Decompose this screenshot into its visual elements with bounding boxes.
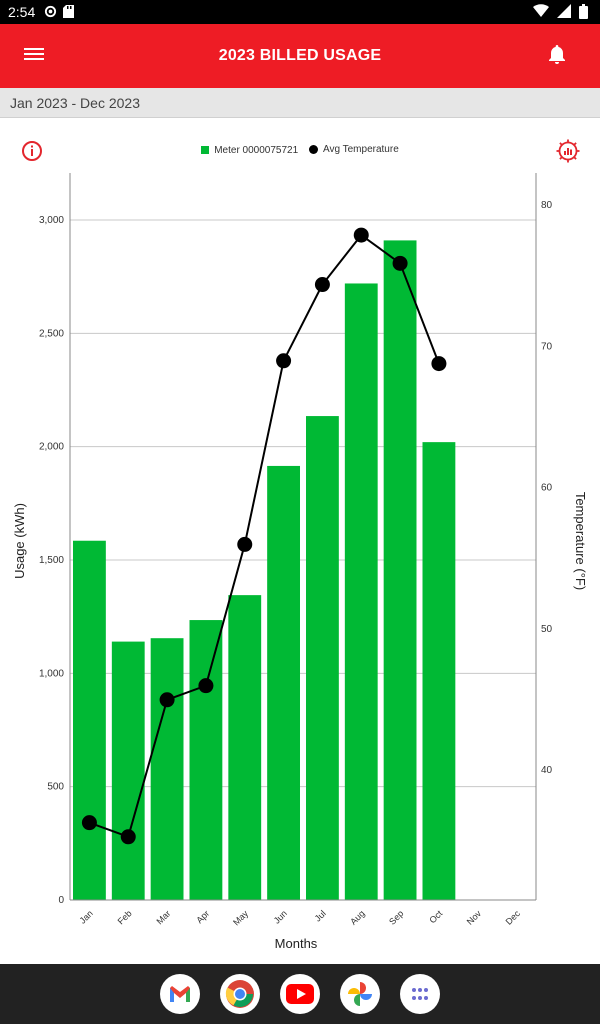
date-range-bar[interactable]: Jan 2023 - Dec 2023 (0, 88, 600, 118)
x-tick-label: Jun (272, 908, 289, 925)
y2-tick-label: 70 (541, 341, 553, 352)
x-tick-label: Aug (348, 908, 366, 926)
app-drawer-icon (412, 988, 428, 1000)
bar-aug (344, 283, 378, 900)
photos-icon (348, 982, 372, 1006)
bar-may (228, 595, 262, 900)
sd-card-icon (63, 5, 74, 18)
status-notification-icons (44, 5, 74, 18)
chart-gear-icon (556, 139, 580, 163)
youtube-icon (286, 984, 314, 1004)
app-dock (0, 964, 600, 1024)
y-axis-title: Usage (kWh) (12, 503, 27, 579)
bar-jul (306, 416, 339, 900)
app-bar: 2023 BILLED USAGE (0, 24, 600, 88)
settings-notification-icon (44, 5, 57, 18)
wifi-icon (533, 4, 549, 18)
temperature-point-aug (353, 227, 369, 243)
notifications-button[interactable] (548, 44, 570, 68)
x-tick-label: May (231, 908, 250, 927)
temperature-point-feb (120, 829, 136, 845)
x-tick-label: Apr (194, 908, 211, 925)
x-tick-label: Nov (465, 908, 484, 927)
y2-tick-label: 60 (541, 483, 553, 494)
page-title: 2023 BILLED USAGE (218, 47, 382, 64)
temperature-point-apr (198, 678, 214, 694)
x-tick-label: Oct (427, 908, 444, 925)
bell-icon (549, 45, 565, 64)
photos-app-button[interactable] (340, 974, 380, 1014)
hamburger-menu-icon (24, 48, 44, 60)
x-tick-label: Sep (387, 908, 405, 926)
info-icon (22, 141, 42, 161)
bar-feb (111, 641, 145, 900)
status-bar: 2:54 (0, 0, 600, 24)
y2-tick-label: 80 (541, 200, 553, 211)
usage-combo-chart: 0 500 1,000 1,500 2,000 2,500 3,000 40 50 60 70 80 J… (12, 173, 588, 951)
bar-jan (73, 540, 106, 900)
temperature-point-jun (276, 353, 292, 369)
status-system-icons (533, 4, 588, 19)
battery-icon (579, 4, 588, 19)
x-axis-title: Months (275, 936, 318, 951)
temperature-line (89, 233, 440, 839)
temperature-point-sep (392, 255, 408, 271)
legend-label-temperature: Avg Temperature (322, 144, 399, 155)
gmail-app-button[interactable] (160, 974, 200, 1014)
y-tick-label: 0 (58, 895, 64, 906)
legend-item-temperature: Avg Temperature (308, 144, 399, 155)
chrome-icon (225, 980, 254, 1008)
legend-swatch-meter (201, 146, 210, 154)
legend-label-meter: Meter 0000075721 (214, 144, 299, 156)
x-tick-label: Feb (116, 908, 134, 926)
y-tick-label: 1,000 (39, 668, 64, 679)
y2-axis-title: Temperature (°F) (573, 492, 588, 590)
y-tick-label: 3,000 (39, 215, 64, 226)
bar-sep (383, 240, 417, 900)
temperature-point-oct (431, 356, 447, 372)
temperature-point-mar (159, 692, 175, 708)
y2-tick-label: 40 (541, 765, 553, 776)
y-tick-label: 500 (47, 782, 64, 793)
gmail-icon (170, 986, 190, 1002)
youtube-app-button[interactable] (280, 974, 320, 1014)
temperature-point-may (237, 536, 253, 552)
info-button[interactable] (21, 140, 43, 162)
y2-tick-label: 50 (541, 624, 553, 635)
temperature-point-jul (314, 277, 330, 293)
x-tick-label: Mar (154, 908, 172, 926)
y-tick-label: 1,500 (39, 555, 64, 566)
bar-jun (267, 465, 300, 900)
chrome-app-button[interactable] (220, 974, 260, 1014)
chart-settings-button[interactable] (555, 138, 581, 164)
y-tick-label: 2,000 (39, 442, 64, 453)
usage-chart-card: Meter 0000075721 Avg Temperature 0 500 1,0… (0, 119, 600, 964)
legend-item-meter: Meter 0000075721 (201, 145, 298, 156)
signal-icon (557, 4, 571, 18)
legend-swatch-temperature (308, 145, 318, 154)
app-drawer-button[interactable] (400, 974, 440, 1014)
x-tick-label: Dec (504, 908, 523, 927)
menu-button[interactable] (24, 46, 48, 66)
bar-oct (422, 442, 456, 900)
date-range-label: Jan 2023 - Dec 2023 (10, 95, 140, 111)
x-tick-label: Jan (77, 908, 94, 925)
x-tick-label: Jul (313, 908, 328, 923)
status-time: 2:54 (8, 4, 36, 20)
y-tick-label: 2,500 (39, 328, 64, 339)
temperature-point-jan (81, 815, 97, 831)
chart-legend: Meter 0000075721 Avg Temperature (0, 144, 600, 157)
bar-apr (189, 620, 223, 900)
bar-mar (150, 638, 184, 900)
